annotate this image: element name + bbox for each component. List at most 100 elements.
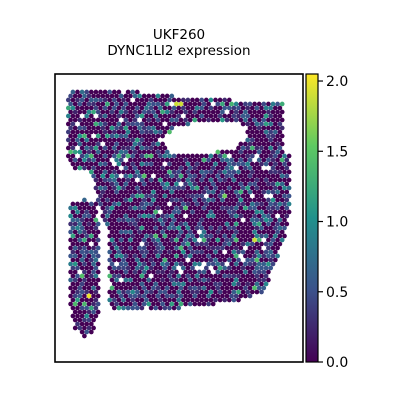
- expression-spot: [248, 190, 253, 195]
- expression-spot: [282, 202, 287, 207]
- expression-spot: [209, 282, 214, 287]
- expression-spot: [103, 218, 108, 223]
- expression-spot: [280, 102, 285, 107]
- expression-spot: [114, 166, 119, 171]
- expression-spot: [264, 250, 269, 255]
- expression-spot: [167, 226, 172, 231]
- expression-spot: [149, 266, 154, 271]
- expression-spot: [257, 126, 262, 131]
- expression-spot: [176, 290, 181, 295]
- expression-spot: [220, 102, 225, 107]
- expression-spot: [255, 274, 260, 279]
- expression-spot: [133, 270, 138, 275]
- expression-spot: [243, 230, 248, 235]
- expression-spot: [195, 234, 200, 239]
- expression-spot: [252, 174, 257, 179]
- expression-spot: [268, 114, 273, 119]
- expression-spot: [195, 290, 200, 295]
- expression-spot: [144, 234, 149, 239]
- expression-spot: [252, 142, 257, 147]
- expression-spot: [183, 110, 188, 115]
- expression-spot: [167, 210, 172, 215]
- expression-spot: [126, 210, 131, 215]
- expression-spot: [204, 114, 209, 119]
- expression-spot: [213, 98, 218, 103]
- expression-spot: [197, 278, 202, 283]
- expression-spot: [158, 274, 163, 279]
- expression-spot: [169, 110, 174, 115]
- expression-spot: [94, 242, 99, 247]
- expression-spot: [259, 114, 264, 119]
- expression-spot: [250, 170, 255, 175]
- expression-spot: [259, 202, 264, 207]
- expression-spot: [176, 186, 181, 191]
- expression-spot: [275, 142, 280, 147]
- expression-spot: [176, 250, 181, 255]
- expression-spot: [146, 118, 151, 123]
- expression-spot: [100, 182, 105, 187]
- expression-spot: [123, 166, 128, 171]
- expression-spot: [73, 126, 78, 131]
- expression-spot: [142, 230, 147, 235]
- expression-spot: [121, 98, 126, 103]
- expression-spot: [156, 198, 161, 203]
- expression-spot: [169, 238, 174, 243]
- expression-spot: [215, 182, 220, 187]
- expression-spot: [123, 230, 128, 235]
- expression-spot: [202, 214, 207, 219]
- expression-spot: [151, 110, 156, 115]
- expression-spot: [245, 250, 250, 255]
- expression-spot: [137, 174, 142, 179]
- expression-spot: [245, 282, 250, 287]
- expression-spot: [82, 286, 87, 291]
- expression-spot: [218, 210, 223, 215]
- expression-spot: [220, 190, 225, 195]
- expression-spot: [146, 158, 151, 163]
- expression-spot: [103, 154, 108, 159]
- expression-spot: [158, 234, 163, 239]
- expression-spot: [110, 118, 115, 123]
- expression-spot: [211, 110, 216, 115]
- expression-spot: [169, 190, 174, 195]
- expression-spot: [268, 210, 273, 215]
- expression-spot: [229, 278, 234, 283]
- expression-spot: [84, 138, 89, 143]
- expression-spot: [167, 194, 172, 199]
- expression-spot: [84, 154, 89, 159]
- expression-spot: [273, 250, 278, 255]
- expression-spot: [119, 102, 124, 107]
- expression-spot: [199, 290, 204, 295]
- expression-spot: [255, 114, 260, 119]
- expression-spot: [250, 178, 255, 183]
- expression-spot: [229, 262, 234, 267]
- expression-spot: [121, 186, 126, 191]
- expression-spot: [126, 226, 131, 231]
- expression-spot: [91, 166, 96, 171]
- expression-spot: [176, 234, 181, 239]
- expression-spot: [204, 210, 209, 215]
- expression-spot: [107, 266, 112, 271]
- expression-spot: [94, 178, 99, 183]
- expression-spot: [75, 306, 80, 311]
- expression-spot: [172, 194, 177, 199]
- expression-spot: [250, 146, 255, 151]
- expression-spot: [202, 238, 207, 243]
- expression-spot: [119, 214, 124, 219]
- expression-spot: [202, 254, 207, 259]
- expression-spot: [202, 182, 207, 187]
- expression-spot: [71, 130, 76, 135]
- expression-spot: [133, 278, 138, 283]
- expression-spot: [174, 294, 179, 299]
- expression-spot: [130, 122, 135, 127]
- expression-spot: [135, 162, 140, 167]
- expression-spot: [80, 322, 85, 327]
- expression-spot: [215, 110, 220, 115]
- expression-spot: [146, 302, 151, 307]
- expression-spot: [107, 90, 112, 95]
- expression-spot: [220, 174, 225, 179]
- expression-spot: [87, 246, 92, 251]
- expression-spot: [197, 182, 202, 187]
- expression-spot: [140, 210, 145, 215]
- expression-spot: [128, 222, 133, 227]
- expression-spot: [66, 130, 71, 135]
